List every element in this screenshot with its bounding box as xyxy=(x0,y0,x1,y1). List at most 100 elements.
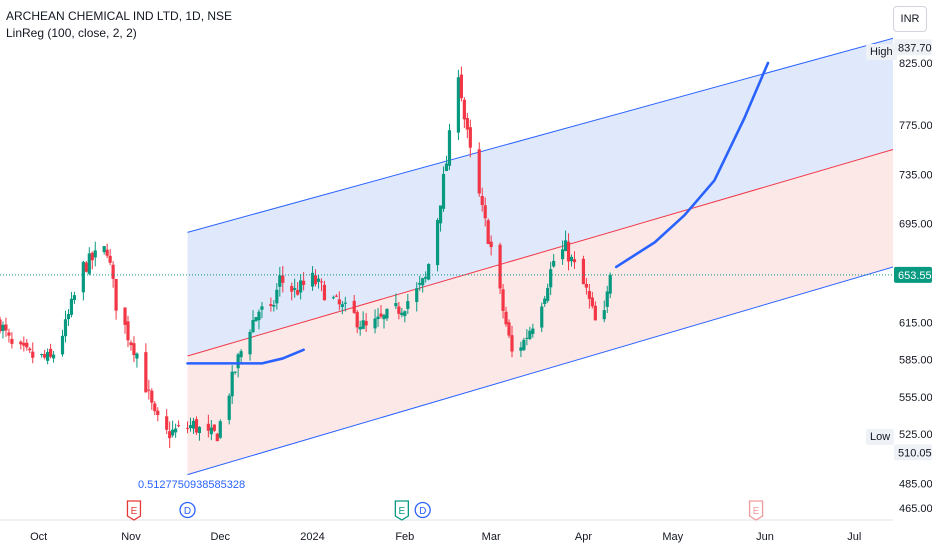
candle-body xyxy=(129,342,133,346)
y-tick-label: 485.00 xyxy=(899,478,932,490)
candle-body xyxy=(403,311,407,317)
high-price-tag-bg xyxy=(894,39,932,56)
y-tick-label: 825.00 xyxy=(899,58,932,70)
candle-body xyxy=(563,240,568,251)
candle-body xyxy=(168,431,172,439)
y-tick-label: 555.00 xyxy=(899,392,932,404)
candle-body xyxy=(394,303,398,307)
y-tick-label: 775.00 xyxy=(899,120,932,132)
candle-body xyxy=(49,348,53,357)
candle-body xyxy=(150,390,154,403)
x-tick-label: Jun xyxy=(756,531,774,543)
candle-body xyxy=(206,423,210,431)
candle-body xyxy=(275,289,279,304)
candle-body xyxy=(355,312,359,328)
candle-body xyxy=(251,319,255,333)
candle-body xyxy=(299,280,303,293)
event-marker-letter: D xyxy=(419,506,426,517)
event-marker-letter: E xyxy=(753,506,760,517)
currency-button[interactable]: INR xyxy=(893,6,927,32)
candle-body xyxy=(525,337,529,339)
candle-body xyxy=(477,149,481,194)
candle-body xyxy=(144,352,148,393)
candle-body xyxy=(215,433,219,442)
candle-body xyxy=(459,74,463,99)
candle-body xyxy=(230,371,234,397)
channel-middle-line xyxy=(187,149,894,357)
candle-body xyxy=(441,174,446,209)
candle-body xyxy=(400,312,404,316)
candle-body xyxy=(40,354,44,356)
candle-body xyxy=(337,299,341,305)
channel-upper-line xyxy=(187,37,894,233)
symbol-title[interactable]: ARCHEAN CHEMICAL IND LTD, 1D, NSE xyxy=(6,9,233,23)
candle-body xyxy=(364,320,368,326)
candle-body xyxy=(358,326,362,330)
candle-body xyxy=(174,428,178,433)
candle-body xyxy=(123,307,127,325)
candle-body xyxy=(10,338,14,344)
candle-body xyxy=(191,420,196,429)
event-marker-e-5[interactable]: E xyxy=(748,500,764,521)
candle-body xyxy=(566,241,571,262)
candle-body xyxy=(69,298,74,315)
candle-body xyxy=(480,195,484,206)
x-tick-label: Nov xyxy=(121,531,141,543)
candle-body xyxy=(522,339,526,350)
candle-body xyxy=(608,274,612,294)
candle-body xyxy=(593,305,597,321)
candle-body xyxy=(340,304,344,308)
candle-body xyxy=(227,395,231,420)
candle-body xyxy=(456,77,461,133)
x-tick-label: Mar xyxy=(482,531,501,543)
candle-body xyxy=(462,99,466,120)
candle-body xyxy=(66,314,71,320)
candle-body xyxy=(602,310,606,320)
candle-body xyxy=(7,332,11,336)
candle-body xyxy=(444,163,449,172)
low-price-tag-bg xyxy=(894,444,932,461)
candle-body xyxy=(489,241,493,248)
y-tick-label: 695.00 xyxy=(899,219,932,231)
event-marker-d-2[interactable]: D xyxy=(179,501,196,519)
regression-channel xyxy=(187,37,894,476)
x-tick-label: Apr xyxy=(575,531,592,543)
earnings-marker-shape xyxy=(394,500,409,521)
candle-body xyxy=(310,272,315,287)
candle-body xyxy=(373,318,377,329)
candle-body xyxy=(552,260,556,267)
candle-body xyxy=(427,263,431,280)
candle-body xyxy=(584,283,589,288)
candle-body xyxy=(543,298,547,304)
candle-body xyxy=(93,250,97,258)
candle-body xyxy=(135,353,139,359)
event-marker-letter: D xyxy=(184,506,191,517)
candle-body xyxy=(63,319,68,337)
y-tick-label: 525.00 xyxy=(899,429,932,441)
indicator-label[interactable]: LinReg (100, close, 2, 2) xyxy=(6,26,137,40)
chart-legend: ARCHEAN CHEMICAL IND LTD, 1D, NSE LinReg… xyxy=(6,8,232,42)
candle-body xyxy=(519,347,523,351)
candle-body xyxy=(290,285,294,292)
event-marker-d-4[interactable]: D xyxy=(414,501,431,519)
candle-body xyxy=(0,319,2,332)
candle-body xyxy=(72,295,77,301)
candle-body xyxy=(483,205,487,219)
event-marker-e-3[interactable]: E xyxy=(394,500,409,521)
candle-body xyxy=(4,324,8,331)
event-marker-letter: E xyxy=(131,506,138,517)
candle-body xyxy=(531,328,535,334)
candle-body xyxy=(510,335,514,352)
candle-body xyxy=(540,306,544,328)
candle-body xyxy=(465,118,469,130)
candle-body xyxy=(165,416,169,430)
event-marker-e-1[interactable]: E xyxy=(126,500,142,521)
candle-body xyxy=(447,130,452,166)
last-price-tag: 653.55 xyxy=(898,270,932,282)
y-tick-label: 585.00 xyxy=(899,355,932,367)
low-price-tag: 510.05 xyxy=(898,447,932,459)
candle-body xyxy=(382,315,386,320)
candle-body xyxy=(376,316,380,320)
dividend-marker-shape xyxy=(414,501,431,519)
